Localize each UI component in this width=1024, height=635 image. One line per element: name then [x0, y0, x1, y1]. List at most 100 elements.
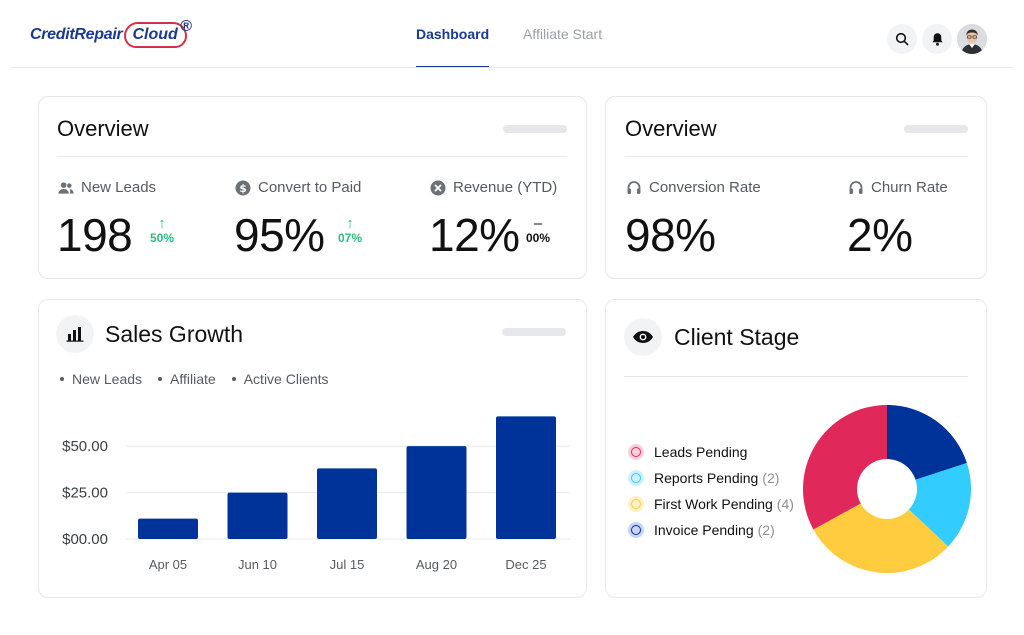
client-stage-title: Client Stage [674, 324, 800, 350]
headset-icon [626, 180, 642, 196]
search-icon [895, 32, 909, 46]
stage-count: (2) [762, 470, 780, 486]
metric-label-text: Convert to Paid [258, 179, 362, 196]
donut-slice-first-work-pending[interactable] [813, 503, 949, 573]
logo-cloud-badge: Cloud ® [124, 18, 192, 48]
arrow-up-icon: ↑ [346, 215, 354, 232]
logo-text: CreditRepair [30, 26, 123, 43]
client-stage-icon-wrap [624, 318, 662, 356]
sales-growth-icon-wrap [56, 315, 94, 353]
sales-growth-legend: New Leads Affiliate Active Clients [60, 371, 345, 387]
client-stage-donut-chart [803, 405, 971, 573]
chart-xtick-label: Jun 10 [238, 557, 277, 572]
stage-label: First Work Pending [654, 496, 773, 512]
stage-count: (4) [776, 496, 794, 512]
chart-ytick-label: $00.00 [62, 531, 108, 548]
metric-label-revenue-ytd: Revenue (YTD) [430, 179, 557, 196]
overview-placeholder-bar [503, 125, 567, 133]
overview-title: Overview [57, 116, 149, 141]
overview-rates-title: Overview [625, 116, 717, 141]
headset-icon [848, 180, 864, 196]
arrow-up-icon: ↑ [158, 215, 166, 232]
top-navigation-bar: CreditRepair Cloud ® Dashboard Affiliate… [0, 0, 1024, 68]
logo-cloud-text: Cloud [132, 26, 178, 43]
metric-value-new-leads: 198 [57, 209, 133, 261]
chart-xtick-label: Aug 20 [416, 557, 457, 572]
stage-label: Invoice Pending [654, 522, 754, 538]
delta-value: 00% [525, 231, 551, 245]
bar-chart-icon [66, 327, 84, 342]
stage-count: (2) [757, 522, 775, 538]
stage-item-leads-pending[interactable]: Leads Pending [628, 439, 794, 465]
stage-dot [628, 496, 644, 512]
chart-bar[interactable] [317, 468, 377, 539]
donut-slice-invoice-pending[interactable] [887, 405, 967, 480]
users-icon [58, 180, 74, 196]
metric-label-churn-rate: Churn Rate [848, 179, 948, 196]
chart-bar[interactable] [138, 518, 198, 539]
legend-item-affiliate[interactable]: Affiliate [158, 371, 216, 387]
metric-label-convert-to-paid: $ Convert to Paid [235, 179, 361, 196]
metric-label-conversion-rate: Conversion Rate [626, 179, 761, 196]
sales-growth-bar-chart: $00.00 $25.00 $50.00 Apr 05 Jun 10 Jul 15 Aug … [62, 416, 570, 572]
delta-value: 50% [149, 231, 175, 245]
chart-xtick-label: Apr 05 [149, 557, 187, 572]
bell-icon [931, 33, 943, 46]
stage-dot [628, 522, 644, 538]
delta-value: 07% [337, 231, 363, 245]
svg-text:$: $ [239, 182, 246, 194]
metric-value-conversion-rate: 98% [625, 209, 716, 261]
search-button[interactable] [887, 24, 917, 54]
sales-growth-placeholder-bar [502, 328, 566, 336]
chart-bar[interactable] [227, 492, 288, 539]
header-divider [10, 67, 1014, 68]
user-avatar[interactable] [957, 24, 987, 54]
overview-divider [57, 156, 567, 157]
overview-card [38, 96, 587, 279]
stage-item-first-work-pending[interactable]: First Work Pending (4) [628, 491, 794, 517]
delta-revenue-ytd: – 00% [520, 216, 556, 245]
client-stage-divider [624, 376, 968, 377]
stage-label: Leads Pending [654, 444, 748, 460]
user-photo-icon [957, 24, 987, 54]
overview-rates-placeholder-bar [904, 125, 968, 133]
donut-slice-leads-pending[interactable] [803, 405, 887, 530]
notifications-button[interactable] [922, 24, 952, 54]
creditrepair-cloud-logo[interactable]: CreditRepair Cloud ® [30, 18, 192, 48]
chart-bar[interactable] [406, 446, 467, 539]
stage-dot [628, 444, 644, 460]
metric-label-text: Churn Rate [871, 179, 948, 196]
chart-xtick-label: Dec 25 [505, 557, 546, 572]
donut-slice-reports-pending[interactable] [908, 463, 971, 547]
stage-dot [628, 470, 644, 486]
legend-item-new-leads[interactable]: New Leads [60, 371, 142, 387]
metric-value-churn-rate: 2% [847, 209, 913, 261]
metric-label-text: New Leads [81, 179, 157, 196]
metric-value-revenue-ytd: 12% [429, 209, 520, 261]
stage-item-invoice-pending[interactable]: Invoice Pending (2) [628, 517, 794, 543]
dash-icon: – [533, 215, 543, 232]
metric-label-new-leads: New Leads [58, 179, 156, 196]
logo-registered-mark: ® [179, 18, 192, 35]
tab-dashboard[interactable]: Dashboard [416, 0, 490, 68]
dollar-circle-icon: $ [235, 180, 251, 196]
eye-icon [633, 331, 653, 343]
delta-convert-to-paid: ↑ 07% [332, 216, 368, 245]
stage-item-reports-pending[interactable]: Reports Pending (2) [628, 465, 794, 491]
metric-label-text: Conversion Rate [649, 179, 761, 196]
chart-ytick-label: $25.00 [62, 485, 108, 502]
chart-bar[interactable] [496, 416, 556, 539]
close-circle-icon [430, 180, 446, 196]
client-stage-legend: Leads Pending Reports Pending (2) First … [628, 439, 794, 543]
chart-xtick-label: Jul 15 [330, 557, 365, 572]
sales-growth-title: Sales Growth [105, 321, 244, 347]
stage-label: Reports Pending [654, 470, 759, 486]
tab-affiliate-start[interactable]: Affiliate Start [523, 26, 603, 42]
sales-growth-card [38, 299, 587, 598]
metric-value-convert-to-paid: 95% [234, 209, 325, 261]
delta-new-leads: ↑ 50% [144, 216, 180, 245]
overview-rates-divider [625, 156, 968, 157]
legend-item-active-clients[interactable]: Active Clients [232, 371, 329, 387]
chart-ytick-label: $50.00 [62, 438, 108, 455]
metric-label-text: Revenue (YTD) [453, 179, 558, 196]
